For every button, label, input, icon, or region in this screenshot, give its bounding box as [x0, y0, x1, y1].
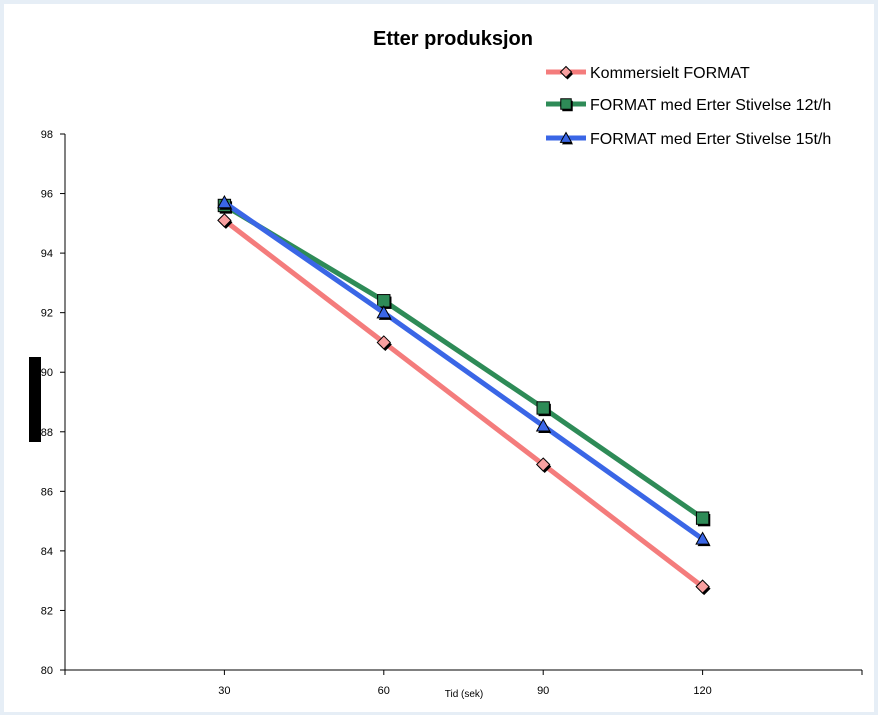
axes: 80 82 84 86 88 90 92 94 96 98 30 60 90 120 [41, 129, 863, 697]
chart-area [4, 4, 874, 712]
y-tick-label: 84 [41, 546, 53, 558]
y-tick-label: 88 [41, 427, 53, 439]
data-point [695, 511, 710, 525]
y-tick-label: 96 [41, 189, 53, 201]
chart-title: Etter produksjon [373, 28, 533, 50]
series-layer [217, 194, 711, 596]
series-line [222, 218, 705, 589]
data-point [377, 294, 391, 308]
y-tick-label: 92 [41, 308, 53, 320]
x-tick-label: 120 [693, 685, 711, 697]
legend-item-3: FORMAT med Erter Stivelse 15t/h [546, 131, 831, 148]
data-point [217, 213, 232, 228]
data-point [376, 335, 392, 350]
y-tick-label: 82 [41, 605, 53, 617]
series-3 [217, 194, 711, 547]
data-point [535, 418, 551, 432]
data-point [536, 401, 550, 415]
legend: Kommersielt FORMAT FORMAT med Erter Stive… [546, 65, 831, 148]
x-tick-label: 30 [218, 685, 230, 697]
y-tick-label: 86 [41, 486, 53, 498]
series-line [223, 203, 705, 521]
data-point [376, 305, 392, 319]
legend-marker [559, 131, 573, 143]
legend-label: Kommersielt FORMAT [590, 65, 750, 82]
data-point [217, 194, 232, 209]
legend-item-1: Kommersielt FORMAT [546, 65, 750, 82]
x-tick-label: 90 [537, 685, 549, 697]
legend-item-2: FORMAT med Erter Stivelse 12t/h [546, 97, 831, 114]
series-line [222, 200, 705, 542]
y-tick-label: 80 [41, 665, 53, 677]
legend-marker [560, 98, 572, 110]
legend-label: FORMAT med Erter Stivelse 15t/h [590, 131, 831, 148]
y-tick-label: 90 [41, 367, 53, 379]
data-point [535, 457, 551, 472]
x-axis-label: Tid (sek) [445, 689, 484, 700]
data-point [695, 579, 710, 594]
series-1 [217, 213, 711, 596]
legend-label: FORMAT med Erter Stivelse 12t/h [590, 97, 831, 114]
y-axis-label-marker [29, 357, 41, 442]
y-tick-label: 98 [41, 129, 53, 141]
y-tick-label: 94 [41, 248, 53, 260]
x-tick-label: 60 [378, 685, 390, 697]
legend-marker [559, 65, 573, 79]
data-point [695, 531, 710, 545]
